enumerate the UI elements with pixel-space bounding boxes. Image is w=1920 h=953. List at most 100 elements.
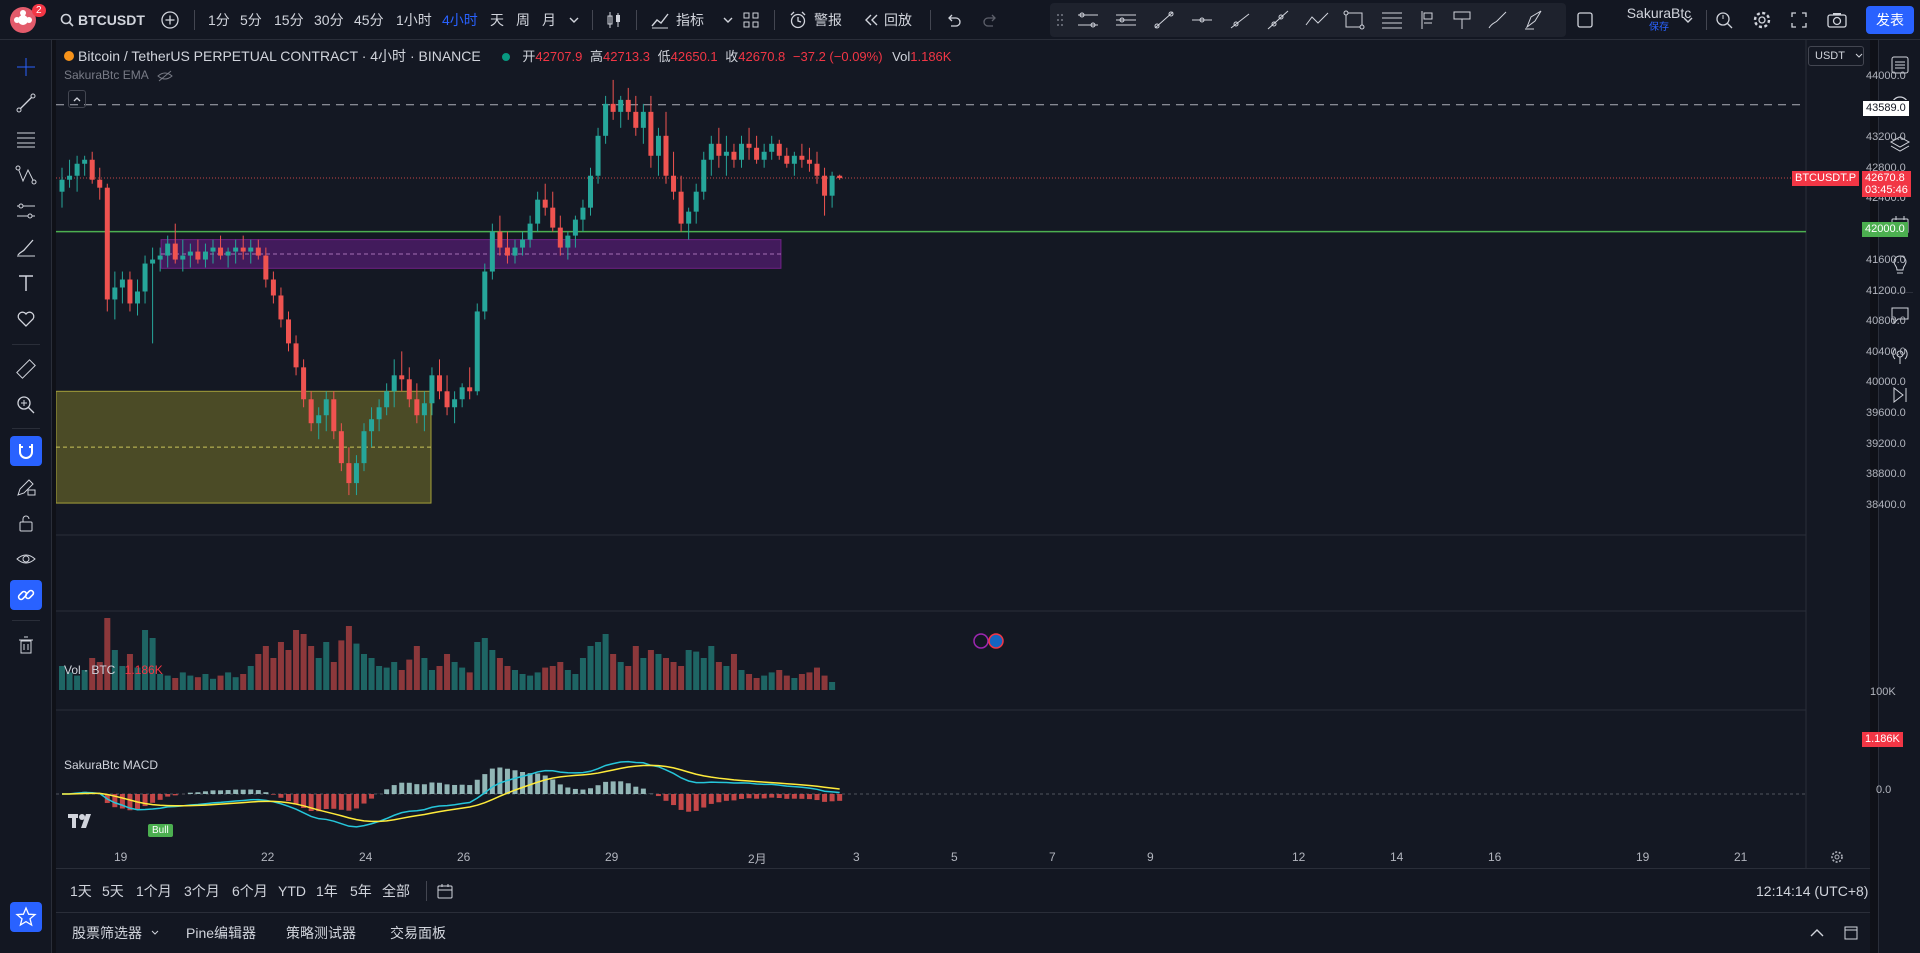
replay-button[interactable]: 回放 [862, 0, 912, 40]
time-axis[interactable]: 19 22 24 26 29 2月 3 5 7 9 12 14 16 19 21 [56, 846, 1870, 868]
text-tool[interactable] [10, 268, 42, 298]
macd-histogram-bar [542, 775, 548, 794]
streams-button[interactable] [1885, 340, 1915, 370]
price-tick: 44000.0 [1866, 70, 1906, 82]
interval-4h[interactable]: 4小时 [442, 12, 478, 28]
pattern-tool[interactable] [10, 160, 42, 190]
tab-pine-editor[interactable]: Pine编辑器 [186, 925, 257, 941]
collapse-panel-button[interactable] [1808, 913, 1826, 953]
range-ytd[interactable]: YTD [278, 883, 306, 899]
timezone-clock[interactable]: 12:14:14 (UTC+8) [1756, 883, 1869, 899]
hide-drawings-tool[interactable] [10, 544, 42, 574]
range-5y[interactable]: 5年 [350, 883, 372, 899]
volume-bar [791, 678, 798, 690]
horizontal-lines-icon[interactable] [1114, 9, 1138, 31]
redo-button[interactable] [982, 0, 1000, 40]
settings-button[interactable] [1752, 0, 1772, 40]
brush-icon[interactable] [1486, 9, 1510, 31]
crosshair-tool[interactable] [10, 52, 42, 82]
horizontal-line-icon[interactable] [1190, 9, 1214, 31]
fib-tool[interactable] [10, 124, 42, 154]
interval-45m[interactable]: 45分 [354, 12, 384, 28]
sync-drawings-tool[interactable] [10, 580, 42, 610]
range-1d[interactable]: 1天 [70, 883, 92, 899]
maximize-panel-button[interactable] [1842, 913, 1860, 953]
tab-trading-panel[interactable]: 交易面板 [390, 925, 446, 941]
candle-body [270, 279, 276, 296]
currency-select[interactable]: USDT [1808, 46, 1864, 66]
stay-in-drawing-tool[interactable] [10, 472, 42, 502]
volume-legend[interactable]: Vol · BTC 1.186K [64, 663, 163, 677]
interval-15m[interactable]: 15分 [274, 12, 304, 28]
long-position-icon[interactable] [1418, 9, 1438, 31]
range-6m[interactable]: 6个月 [232, 883, 268, 899]
interval-5m[interactable]: 5分 [240, 12, 262, 28]
macd-legend[interactable]: SakuraBtc MACD [64, 758, 158, 772]
layout-dropdown[interactable] [1682, 0, 1694, 40]
tab-stock-screener[interactable]: 股票筛选器 [72, 913, 160, 953]
alerts-button[interactable]: 警报 [788, 0, 842, 40]
go-to-date-button[interactable] [436, 869, 454, 913]
highlighter-icon[interactable] [1522, 9, 1546, 31]
add-symbol-button[interactable] [160, 0, 180, 40]
snapshot-button[interactable] [1826, 0, 1848, 40]
parallel-channel-icon[interactable] [1076, 9, 1100, 31]
extended-line-icon[interactable] [1266, 9, 1290, 31]
range-3m[interactable]: 3个月 [184, 883, 220, 899]
prediction-tool[interactable] [10, 196, 42, 226]
zoom-tool[interactable] [10, 390, 42, 420]
favorites-tool[interactable] [10, 902, 42, 932]
polyline-icon[interactable] [1304, 9, 1330, 31]
tab-strategy-tester[interactable]: 策略测试器 [286, 925, 356, 941]
indicators-button[interactable]: 指标 [650, 0, 734, 40]
chart-area[interactable]: Bitcoin / TetherUS PERPETUAL CONTRACT · … [56, 40, 1911, 868]
undo-button[interactable] [944, 0, 962, 40]
ray-icon[interactable] [1228, 9, 1252, 31]
ema-indicator-legend[interactable]: SakuraBtc EMA [64, 68, 174, 82]
chart-type-button[interactable] [604, 0, 624, 40]
fib-icon [17, 132, 35, 148]
icon-tool[interactable] [10, 304, 42, 334]
brush-tool[interactable] [10, 232, 42, 262]
macd-histogram-bar [625, 783, 631, 794]
object-tree-button[interactable] [1885, 130, 1915, 160]
watchlist-button[interactable] [1885, 50, 1915, 80]
interval-1d[interactable]: 天 [490, 12, 504, 28]
magnet-tool[interactable] [10, 436, 42, 466]
fullscreen-button[interactable] [1790, 0, 1808, 40]
quick-search-button[interactable] [1714, 0, 1734, 40]
interval-1mo[interactable]: 月 [542, 12, 556, 28]
rectangle-icon[interactable] [1342, 9, 1366, 31]
lock-drawings-tool[interactable] [10, 508, 42, 538]
drag-handle-icon[interactable] [1056, 12, 1064, 28]
interval-dropdown[interactable] [568, 0, 580, 40]
chart-canvas[interactable] [56, 40, 1870, 868]
range-all[interactable]: 全部 [382, 883, 410, 899]
axis-settings-button[interactable] [1830, 850, 1844, 864]
layout-checkbox[interactable] [1576, 0, 1594, 40]
measure-tool[interactable] [10, 354, 42, 384]
interval-1w[interactable]: 周 [516, 12, 530, 28]
layout-name-button[interactable]: SakuraBtc 保存 [1604, 4, 1714, 36]
interval-1m[interactable]: 1分 [208, 12, 230, 28]
trend-line-icon[interactable] [1152, 9, 1176, 31]
ideas-button[interactable] [1885, 250, 1915, 280]
collapse-legend-button[interactable] [68, 90, 86, 108]
remove-drawings-tool[interactable] [10, 630, 42, 660]
logo-avatar[interactable]: 2 [8, 0, 46, 40]
range-5d[interactable]: 5天 [102, 883, 124, 899]
templates-button[interactable] [742, 0, 760, 40]
chats-button[interactable] [1885, 300, 1915, 330]
replay-panel-button[interactable] [1885, 380, 1915, 410]
trend-line-tool[interactable] [10, 88, 42, 118]
range-1y[interactable]: 1年 [316, 883, 338, 899]
interval-30m[interactable]: 30分 [314, 12, 344, 28]
signpost-icon[interactable] [1450, 9, 1474, 31]
range-1m[interactable]: 1个月 [136, 883, 172, 899]
fib-retracement-icon[interactable] [1380, 9, 1404, 31]
interval-1h[interactable]: 1小时 [396, 12, 432, 28]
symbol-search-button[interactable]: BTCUSDT [60, 0, 145, 40]
vol-label: Vol [892, 49, 911, 64]
publish-button[interactable]: 发表 [1866, 6, 1914, 34]
currency-label: USDT [1815, 50, 1845, 62]
